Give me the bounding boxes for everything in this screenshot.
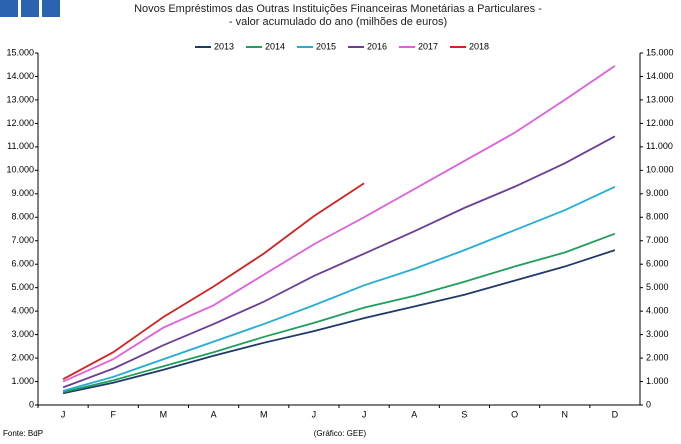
x-tick-label: N	[562, 409, 569, 419]
x-tick-label: D	[612, 409, 619, 419]
series-line	[62, 65, 616, 383]
y-tick-label: 5.000	[11, 282, 34, 292]
y2-tick-label: 0	[646, 399, 651, 409]
y2-tick-label: 3.000	[646, 329, 669, 339]
y-tick-label: 4.000	[11, 306, 34, 316]
y2-tick-label: 12.000	[646, 118, 674, 128]
y-tick-label: 14.000	[6, 71, 34, 81]
y-tick-label: 11.000	[7, 141, 34, 151]
y2-tick-label: 2.000	[646, 352, 669, 362]
y-tick-label: 10.000	[6, 165, 34, 175]
y-tick-label: 15.000	[6, 47, 34, 57]
x-tick-label: F	[111, 409, 117, 419]
y2-tick-label: 4.000	[646, 306, 669, 316]
y2-tick-label: 14.000	[646, 71, 674, 81]
logo-square	[0, 0, 18, 17]
x-tick-label: J	[312, 409, 317, 419]
series-line	[62, 232, 616, 393]
y-tick-label: 12.000	[6, 118, 34, 128]
x-tick-label: A	[411, 409, 417, 419]
x-tick-label: J	[362, 409, 367, 419]
y-tick-label: 3.000	[11, 329, 34, 339]
x-tick-label: J	[61, 409, 66, 419]
series-line	[62, 249, 616, 395]
y2-tick-label: 11.000	[646, 141, 673, 151]
y2-tick-label: 8.000	[646, 212, 669, 222]
chart-title: Novos Empréstimos das Outras Instituiçõe…	[134, 3, 542, 15]
y-tick-label: 0	[29, 399, 34, 409]
logo-square	[42, 0, 60, 17]
y-tick-label: 1.000	[11, 376, 34, 386]
legend-label: 2014	[265, 41, 285, 51]
series-line	[62, 135, 616, 389]
y-tick-label: 6.000	[11, 259, 34, 269]
y-tick-label: 8.000	[11, 212, 34, 222]
legend-label: 2017	[418, 41, 438, 51]
y2-tick-label: 13.000	[646, 94, 674, 104]
y2-tick-label: 10.000	[646, 165, 674, 175]
x-tick-label: M	[260, 409, 268, 419]
y2-tick-label: 15.000	[646, 47, 674, 57]
y-tick-label: 7.000	[11, 235, 34, 245]
x-tick-label: M	[160, 409, 168, 419]
series-line	[62, 182, 365, 380]
x-tick-label: S	[461, 409, 467, 419]
y-tick-label: 2.000	[11, 352, 34, 362]
x-tick-label: O	[511, 409, 518, 419]
legend-label: 2016	[367, 41, 387, 51]
y2-tick-label: 5.000	[646, 282, 669, 292]
source: Fonte: BdP	[3, 429, 43, 438]
series-line	[62, 185, 616, 392]
credit: (Gráfico: GEE)	[314, 429, 367, 438]
chart-subtitle: - valor acumulado do ano (milhões de eur…	[229, 16, 447, 28]
legend-label: 2015	[316, 41, 336, 51]
y-tick-label: 9.000	[11, 188, 34, 198]
y-tick-label: 13.000	[6, 94, 34, 104]
legend-label: 2018	[469, 41, 489, 51]
y2-tick-label: 7.000	[646, 235, 669, 245]
x-tick-label: A	[211, 409, 217, 419]
y2-tick-label: 9.000	[646, 188, 669, 198]
y2-tick-label: 1.000	[646, 376, 669, 386]
logo-square	[21, 0, 39, 17]
legend-label: 2013	[214, 41, 234, 51]
y2-tick-label: 6.000	[646, 259, 669, 269]
